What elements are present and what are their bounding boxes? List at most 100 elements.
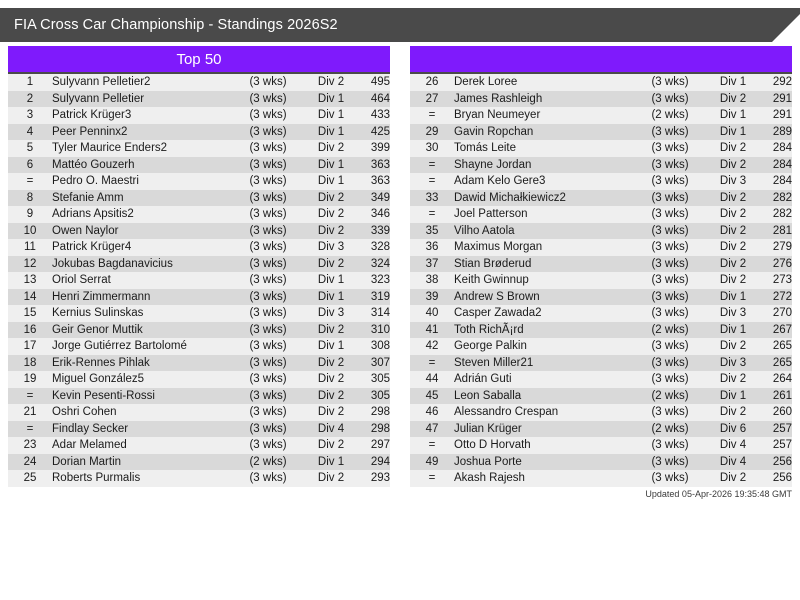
standings-row[interactable]: 33 Dawid Michałkiewicz2 (3 wks) Div 2 282	[410, 189, 792, 206]
standings-row[interactable]: 47 Julian Krüger (2 wks) Div 6 257	[410, 420, 792, 437]
standings-row[interactable]: = Bryan Neumeyer (2 wks) Div 1 291	[410, 107, 792, 124]
row-division: Div 3	[719, 356, 747, 369]
standings-row[interactable]: 38 Keith Gwinnup (3 wks) Div 2 273	[410, 272, 792, 289]
row-points: 349	[370, 191, 390, 204]
row-division: Div 2	[719, 274, 747, 286]
standings-row[interactable]: 27 James Rashleigh (3 wks) Div 2 291	[410, 90, 792, 107]
standings-row[interactable]: 36 Maximus Morgan (3 wks) Div 2 279	[410, 239, 792, 256]
standings-row[interactable]: = Findlay Secker (3 wks) Div 4 298	[8, 420, 390, 437]
standings-row[interactable]: 25 Roberts Purmalis (3 wks) Div 2 293	[8, 470, 390, 487]
row-driver-name: Julian Krüger	[454, 422, 522, 435]
standings-row[interactable]: 5 Tyler Maurice Enders2 (3 wks) Div 2 399	[8, 140, 390, 157]
row-division: Div 1	[317, 92, 345, 105]
row-division: Div 2	[317, 76, 345, 88]
row-division: Div 1	[719, 109, 747, 121]
standings-row[interactable]: 2 Sulyvann Pelletier (3 wks) Div 1 464	[8, 90, 390, 107]
standings-row[interactable]: = Otto D Horvath (3 wks) Div 4 257	[410, 437, 792, 454]
row-points: 276	[772, 257, 792, 270]
row-driver-name: Maximus Morgan	[454, 241, 543, 253]
row-weeks: (2 wks)	[651, 422, 689, 435]
row-weeks: (3 wks)	[249, 307, 287, 319]
standings-row[interactable]: = Kevin Pesenti-Rossi (3 wks) Div 2 305	[8, 387, 390, 404]
row-weeks: (3 wks)	[651, 241, 689, 253]
row-position: 29	[425, 125, 439, 138]
row-division: Div 2	[317, 224, 345, 237]
row-driver-name: Gavin Ropchan	[454, 125, 534, 138]
row-driver-name: James Rashleigh	[454, 92, 543, 105]
row-weeks: (3 wks)	[249, 224, 287, 237]
standings-row[interactable]: 40 Casper Zawada2 (3 wks) Div 3 270	[410, 305, 792, 322]
standings-row[interactable]: 19 Miguel González5 (3 wks) Div 2 305	[8, 371, 390, 388]
standings-row[interactable]: 12 Jokubas Bagdanavicius (3 wks) Div 2 324	[8, 255, 390, 272]
standings-row[interactable]: 49 Joshua Porte (3 wks) Div 4 256	[410, 453, 792, 470]
row-division: Div 1	[317, 340, 345, 352]
standings-row[interactable]: 10 Owen Naylor (3 wks) Div 2 339	[8, 222, 390, 239]
row-weeks: (3 wks)	[249, 323, 287, 336]
standings-row[interactable]: 23 Adar Melamed (3 wks) Div 2 297	[8, 437, 390, 454]
standings-row[interactable]: 35 Vilho Aatola (3 wks) Div 2 281	[410, 222, 792, 239]
standings-row[interactable]: 39 Andrew S Brown (3 wks) Div 1 272	[410, 288, 792, 305]
standings-row[interactable]: 45 Leon Saballa (2 wks) Div 1 261	[410, 387, 792, 404]
row-points: 272	[772, 290, 792, 303]
row-driver-name: Vilho Aatola	[454, 224, 515, 237]
row-position: =	[26, 389, 34, 402]
row-division: Div 2	[719, 142, 747, 154]
standings-table-body-right: 26 Derek Loree (3 wks) Div 1 292 27 James Rash…	[410, 74, 792, 487]
row-points: 346	[370, 208, 390, 220]
standings-table-body-left: 1 Sulyvann Pelletier2 (3 wks) Div 2 495 2 Suly…	[8, 74, 390, 487]
row-weeks: (2 wks)	[651, 109, 689, 121]
row-division: Div 2	[719, 472, 747, 484]
row-position: 18	[23, 356, 37, 369]
row-division: Div 3	[719, 175, 747, 187]
row-driver-name: Joel Patterson	[454, 208, 528, 220]
row-points: 305	[370, 373, 390, 385]
row-division: Div 2	[317, 142, 345, 154]
standings-row[interactable]: 16 Geir Genor Muttik (3 wks) Div 2 310	[8, 321, 390, 338]
row-driver-name: Toth RichÃ¡rd	[454, 323, 524, 336]
row-division: Div 2	[719, 373, 747, 385]
row-position: 39	[425, 290, 439, 303]
standings-row[interactable]: = Joel Patterson (3 wks) Div 2 282	[410, 206, 792, 223]
standings-row[interactable]: = Akash Rajesh (3 wks) Div 2 256	[410, 470, 792, 487]
standings-row[interactable]: 15 Kernius Sulinskas (3 wks) Div 3 314	[8, 305, 390, 322]
row-weeks: (3 wks)	[651, 455, 689, 468]
standings-row[interactable]: 21 Oshri Cohen (3 wks) Div 2 298	[8, 404, 390, 421]
row-points: 319	[370, 290, 390, 303]
standings-row[interactable]: 17 Jorge Gutiérrez Bartolomé (3 wks) Div 1 3…	[8, 338, 390, 355]
standings-row[interactable]: 4 Peer Penninx2 (3 wks) Div 1 425	[8, 123, 390, 140]
panel-banner-label-left: Top 50	[176, 50, 222, 68]
row-division: Div 6	[719, 422, 747, 435]
row-division: Div 1	[317, 158, 345, 171]
standings-row[interactable]: 8 Stefanie Amm (3 wks) Div 2 349	[8, 189, 390, 206]
standings-row[interactable]: 41 Toth RichÃ¡rd (2 wks) Div 1 267	[410, 321, 792, 338]
row-points: 270	[772, 307, 792, 319]
standings-row[interactable]: 3 Patrick Krüger3 (3 wks) Div 1 433	[8, 107, 390, 124]
standings-row[interactable]: 11 Patrick Krüger4 (3 wks) Div 3 328	[8, 239, 390, 256]
standings-row[interactable]: 42 George Palkin (3 wks) Div 2 265	[410, 338, 792, 355]
row-points: 267	[772, 323, 792, 336]
standings-row[interactable]: = Steven Miller21 (3 wks) Div 3 265	[410, 354, 792, 371]
row-points: 363	[370, 158, 390, 171]
standings-row[interactable]: 37 Stian Brøderud (3 wks) Div 2 276	[410, 255, 792, 272]
standings-row[interactable]: 1 Sulyvann Pelletier2 (3 wks) Div 2 495	[8, 74, 390, 91]
row-points: 495	[370, 76, 390, 88]
row-division: Div 1	[719, 125, 747, 138]
standings-row[interactable]: = Shayne Jordan (3 wks) Div 2 284	[410, 156, 792, 173]
standings-row[interactable]: 24 Dorian Martin (2 wks) Div 1 294	[8, 453, 390, 470]
standings-row[interactable]: 9 Adrians Apsitis2 (3 wks) Div 2 346	[8, 206, 390, 223]
standings-row[interactable]: 30 Tomás Leite (3 wks) Div 2 284	[410, 140, 792, 157]
row-position: 2	[26, 92, 34, 105]
standings-row[interactable]: = Pedro O. Maestri (3 wks) Div 1 363	[8, 173, 390, 190]
row-position: 1	[26, 76, 34, 88]
standings-row[interactable]: 6 Mattéo Gouzerh (3 wks) Div 1 363	[8, 156, 390, 173]
standings-row[interactable]: 18 Erik-Rennes Pihlak (3 wks) Div 2 307	[8, 354, 390, 371]
standings-row[interactable]: = Adam Kelo Gere3 (3 wks) Div 3 284	[410, 173, 792, 190]
standings-row[interactable]: 26 Derek Loree (3 wks) Div 1 292	[410, 74, 792, 91]
standings-row[interactable]: 13 Oriol Serrat (3 wks) Div 1 323	[8, 272, 390, 289]
standings-row[interactable]: 29 Gavin Ropchan (3 wks) Div 1 289	[410, 123, 792, 140]
standings-row[interactable]: 46 Alessandro Crespan (3 wks) Div 2 260	[410, 404, 792, 421]
standings-row[interactable]: 44 Adrián Guti (3 wks) Div 2 264	[410, 371, 792, 388]
row-points: 324	[370, 257, 390, 270]
standings-row[interactable]: 14 Henri Zimmermann (3 wks) Div 1 319	[8, 288, 390, 305]
